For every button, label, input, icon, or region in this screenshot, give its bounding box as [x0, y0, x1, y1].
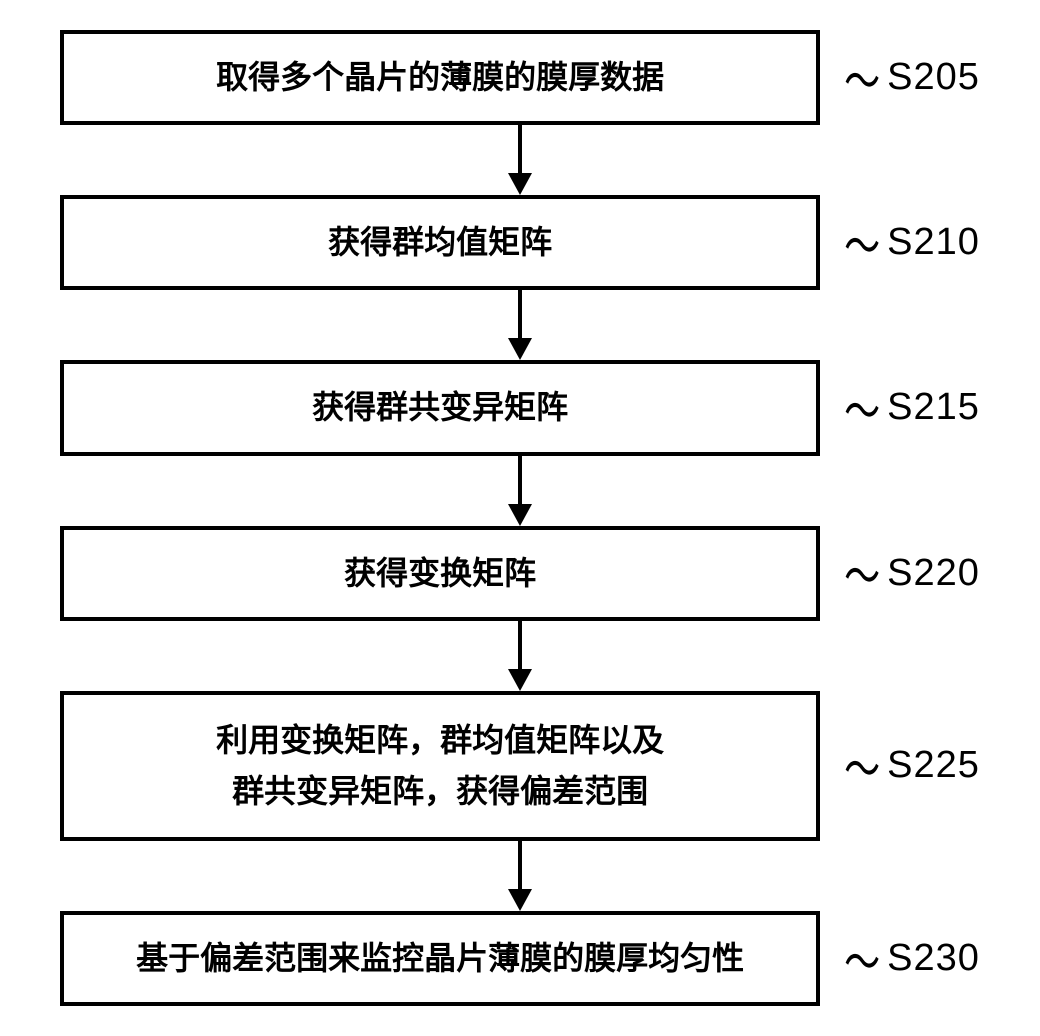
arrow-svg	[500, 125, 540, 195]
connector-curve: 〜	[844, 537, 881, 610]
arrow-5	[140, 841, 900, 911]
step-box-s205: 取得多个晶片的薄膜的膜厚数据	[60, 30, 820, 125]
arrow-2	[140, 290, 900, 360]
connector-curve: 〜	[844, 372, 881, 445]
arrow-svg	[500, 290, 540, 360]
step-text: 利用变换矩阵，群均值矩阵以及 群共变异矩阵，获得偏差范围	[216, 715, 664, 817]
step-box-s210: 获得群均值矩阵	[60, 195, 820, 290]
step-label-s225: 〜 S225	[844, 740, 980, 792]
step-text: 获得群共变异矩阵	[312, 382, 568, 433]
step-label-s205: 〜 S205	[844, 52, 980, 104]
step-text: 取得多个晶片的薄膜的膜厚数据	[216, 52, 664, 103]
arrow-svg	[500, 456, 540, 526]
step-text: 获得变换矩阵	[344, 548, 536, 599]
step-row-s205: 取得多个晶片的薄膜的膜厚数据 〜 S205	[60, 30, 980, 125]
step-label-s215: 〜 S215	[844, 382, 980, 434]
step-box-s215: 获得群共变异矩阵	[60, 360, 820, 455]
step-box-s220: 获得变换矩阵	[60, 526, 820, 621]
step-box-s225: 利用变换矩阵，群均值矩阵以及 群共变异矩阵，获得偏差范围	[60, 691, 820, 841]
connector-curve: 〜	[844, 41, 881, 114]
arrow-svg	[500, 621, 540, 691]
step-label-text: S230	[887, 937, 980, 980]
step-label-text: S215	[887, 386, 980, 429]
step-row-s210: 获得群均值矩阵 〜 S210	[60, 195, 980, 290]
arrow-3	[140, 456, 900, 526]
step-row-s230: 基于偏差范围来监控晶片薄膜的膜厚均匀性 〜 S230	[60, 911, 980, 1006]
arrow-svg	[500, 841, 540, 911]
step-label-text: S225	[887, 744, 980, 787]
connector-curve: 〜	[844, 730, 881, 803]
step-text: 获得群均值矩阵	[328, 217, 552, 268]
connector-curve: 〜	[844, 922, 881, 995]
step-label-text: S220	[887, 552, 980, 595]
step-row-s215: 获得群共变异矩阵 〜 S215	[60, 360, 980, 455]
connector-curve: 〜	[844, 206, 881, 279]
arrow-1	[140, 125, 900, 195]
step-row-s220: 获得变换矩阵 〜 S220	[60, 526, 980, 621]
step-text: 基于偏差范围来监控晶片薄膜的膜厚均匀性	[136, 933, 744, 984]
step-row-s225: 利用变换矩阵，群均值矩阵以及 群共变异矩阵，获得偏差范围 〜 S225	[60, 691, 980, 841]
step-label-s210: 〜 S210	[844, 217, 980, 269]
step-label-text: S210	[887, 221, 980, 264]
arrow-4	[140, 621, 900, 691]
step-label-s230: 〜 S230	[844, 933, 980, 985]
step-label-text: S205	[887, 56, 980, 99]
flowchart-container: 取得多个晶片的薄膜的膜厚数据 〜 S205 获得群均值矩阵 〜 S210 获得群	[60, 0, 980, 1036]
step-box-s230: 基于偏差范围来监控晶片薄膜的膜厚均匀性	[60, 911, 820, 1006]
step-label-s220: 〜 S220	[844, 547, 980, 599]
